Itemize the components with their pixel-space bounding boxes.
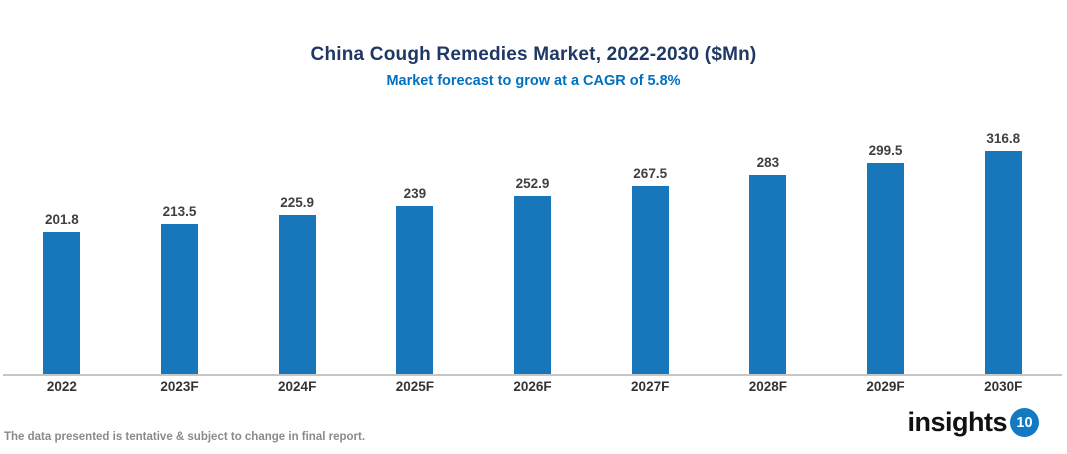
- bar-column: 225.9: [238, 0, 356, 374]
- bar-column: 252.9: [474, 0, 592, 374]
- bar-column: 201.8: [3, 0, 121, 374]
- bar: [867, 163, 905, 374]
- logo-text: insights: [907, 407, 1007, 437]
- footer-disclaimer: The data presented is tentative & subjec…: [4, 431, 366, 443]
- bar: [984, 151, 1022, 374]
- bar-chart: 201.8 213.5 225.9 239 252.9 267.5 283 299.5 316.…: [3, 0, 1062, 374]
- bar-value-label: 239: [403, 186, 427, 201]
- insights10-logo: insights 10: [907, 407, 1039, 438]
- bar-value-label: 252.9: [515, 176, 550, 191]
- x-axis-label: 2022: [46, 379, 77, 394]
- bar: [631, 186, 669, 374]
- logo-badge: 10: [1010, 408, 1039, 437]
- bar: [396, 206, 434, 374]
- bar-column: 299.5: [827, 0, 945, 374]
- bar-value-label: 213.5: [162, 204, 197, 219]
- chart-title: China Cough Remedies Market, 2022-2030 (…: [310, 44, 757, 65]
- bar: [749, 175, 787, 374]
- bar-value-label: 225.9: [280, 195, 315, 210]
- bar-value-label: 316.8: [986, 131, 1021, 146]
- x-axis-label: 2029F: [866, 379, 905, 394]
- bar-column: 283: [709, 0, 827, 374]
- bar-column: 316.8: [944, 0, 1062, 374]
- bar-value-label: 201.8: [44, 212, 79, 227]
- bar: [161, 224, 198, 374]
- x-axis-label: 2023F: [160, 379, 199, 394]
- bar-column: 239: [356, 0, 474, 374]
- chart-header: China Cough Remedies Market, 2022-2030 (…: [0, 44, 1067, 89]
- x-axis-label: 2025F: [395, 379, 434, 394]
- bar-value-label: 283: [756, 155, 780, 170]
- bar-column: 267.5: [591, 0, 709, 374]
- x-axis-line: [3, 374, 1062, 376]
- x-axis-label: 2030F: [984, 379, 1023, 394]
- x-axis-label: 2028F: [748, 379, 787, 394]
- x-axis-label: 2026F: [513, 379, 552, 394]
- x-axis-labels: 2022 2023F 2024F 2025F 2026F 2027F 2028F 2029F 2…: [3, 379, 1062, 394]
- bar: [514, 196, 552, 374]
- bar: [43, 232, 81, 374]
- x-axis-label: 2024F: [278, 379, 317, 394]
- bar-column: 213.5: [121, 0, 239, 374]
- x-axis-label: 2027F: [631, 379, 670, 394]
- bar-value-label: 267.5: [633, 166, 668, 181]
- bar: [278, 215, 316, 374]
- chart-subtitle: Market forecast to grow at a CAGR of 5.8…: [386, 73, 681, 89]
- bar-value-label: 299.5: [868, 143, 903, 158]
